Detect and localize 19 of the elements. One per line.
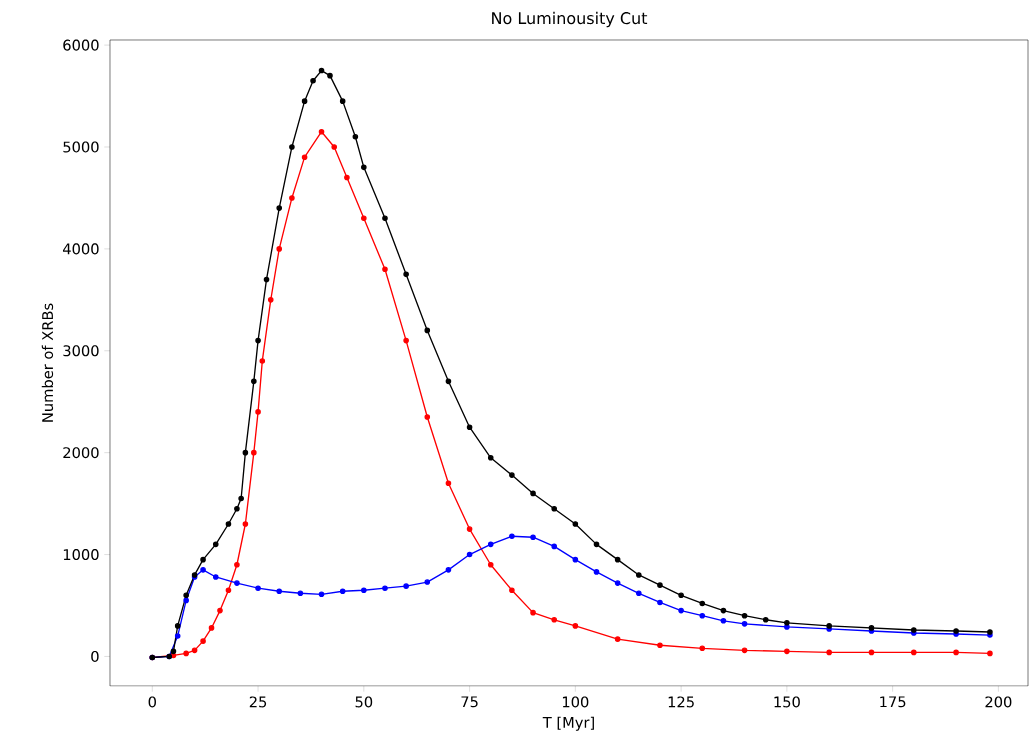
x-tick-label: 75 <box>461 696 478 708</box>
x-tick-label: 125 <box>668 696 694 708</box>
chart-title: No Luminousity Cut <box>492 11 648 28</box>
y-tick-label: 6000 <box>63 39 99 51</box>
x-tick-label: 175 <box>880 696 906 708</box>
x-tick-label: 150 <box>774 696 800 708</box>
x-tick-label: 0 <box>148 696 156 708</box>
y-tick-label: 4000 <box>62 243 99 255</box>
y-tick-label: 5000 <box>63 141 99 153</box>
x-tick-label: 200 <box>985 696 1012 708</box>
x-tick-label: 100 <box>562 696 589 708</box>
y-axis-title: Number of XRBs <box>41 303 54 422</box>
x-axis-title: T [Myr] <box>542 716 594 731</box>
y-tick-label: 2000 <box>63 447 99 459</box>
y-tick-label: 3000 <box>63 345 99 357</box>
y-tick-label: 0 <box>91 650 99 662</box>
x-tick-label: 50 <box>355 696 373 708</box>
x-tick-label: 25 <box>249 696 267 708</box>
y-tick-label: 1000 <box>63 549 99 561</box>
